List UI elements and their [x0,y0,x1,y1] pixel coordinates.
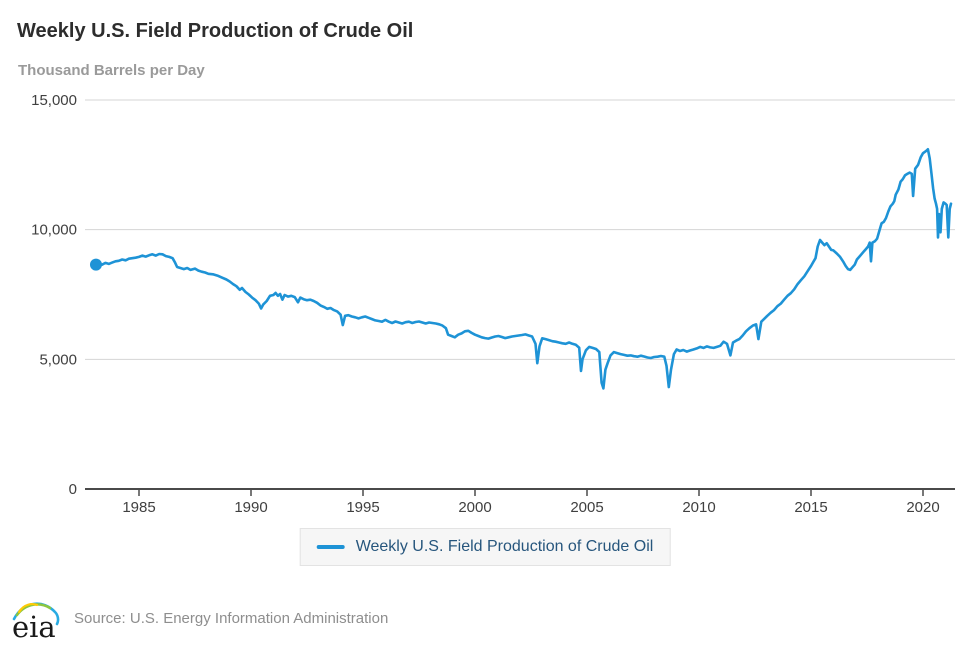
x-tick-label: 2005 [570,499,603,516]
x-tick-label: 2000 [458,499,491,516]
x-tick-label: 1985 [122,499,155,516]
x-tick-label: 2020 [906,499,939,516]
legend-label: Weekly U.S. Field Production of Crude Oi… [355,538,654,555]
y-tick-label: 10,000 [31,222,77,239]
source-text: Source: U.S. Energy Information Administ… [74,609,389,627]
x-tick-label: 2015 [794,499,827,516]
y-tick-label: 5,000 [39,351,77,368]
production-chart: 0 5,000 10,000 15,000 1985 1990 1995 2000 2005 20… [31,92,955,516]
x-tick-label: 1990 [234,499,267,516]
x-tick-label: 1995 [346,499,379,516]
first-point-marker [89,258,102,271]
legend-line-swatch-icon [316,545,345,549]
series-line [94,148,953,390]
page-title: Weekly U.S. Field Production of Crude Oi… [17,20,414,42]
footer: eia Source: U.S. Energy Information Admi… [8,593,388,643]
x-tick-label: 2010 [682,499,715,516]
eia-logo: eia [12,602,60,643]
legend[interactable]: Weekly U.S. Field Production of Crude Oi… [299,528,671,566]
y-tick-label: 0 [69,481,77,498]
units-label: Thousand Barrels per Day [18,62,205,79]
y-tick-label: 15,000 [31,92,77,109]
eia-logo-text: eia [12,610,56,643]
